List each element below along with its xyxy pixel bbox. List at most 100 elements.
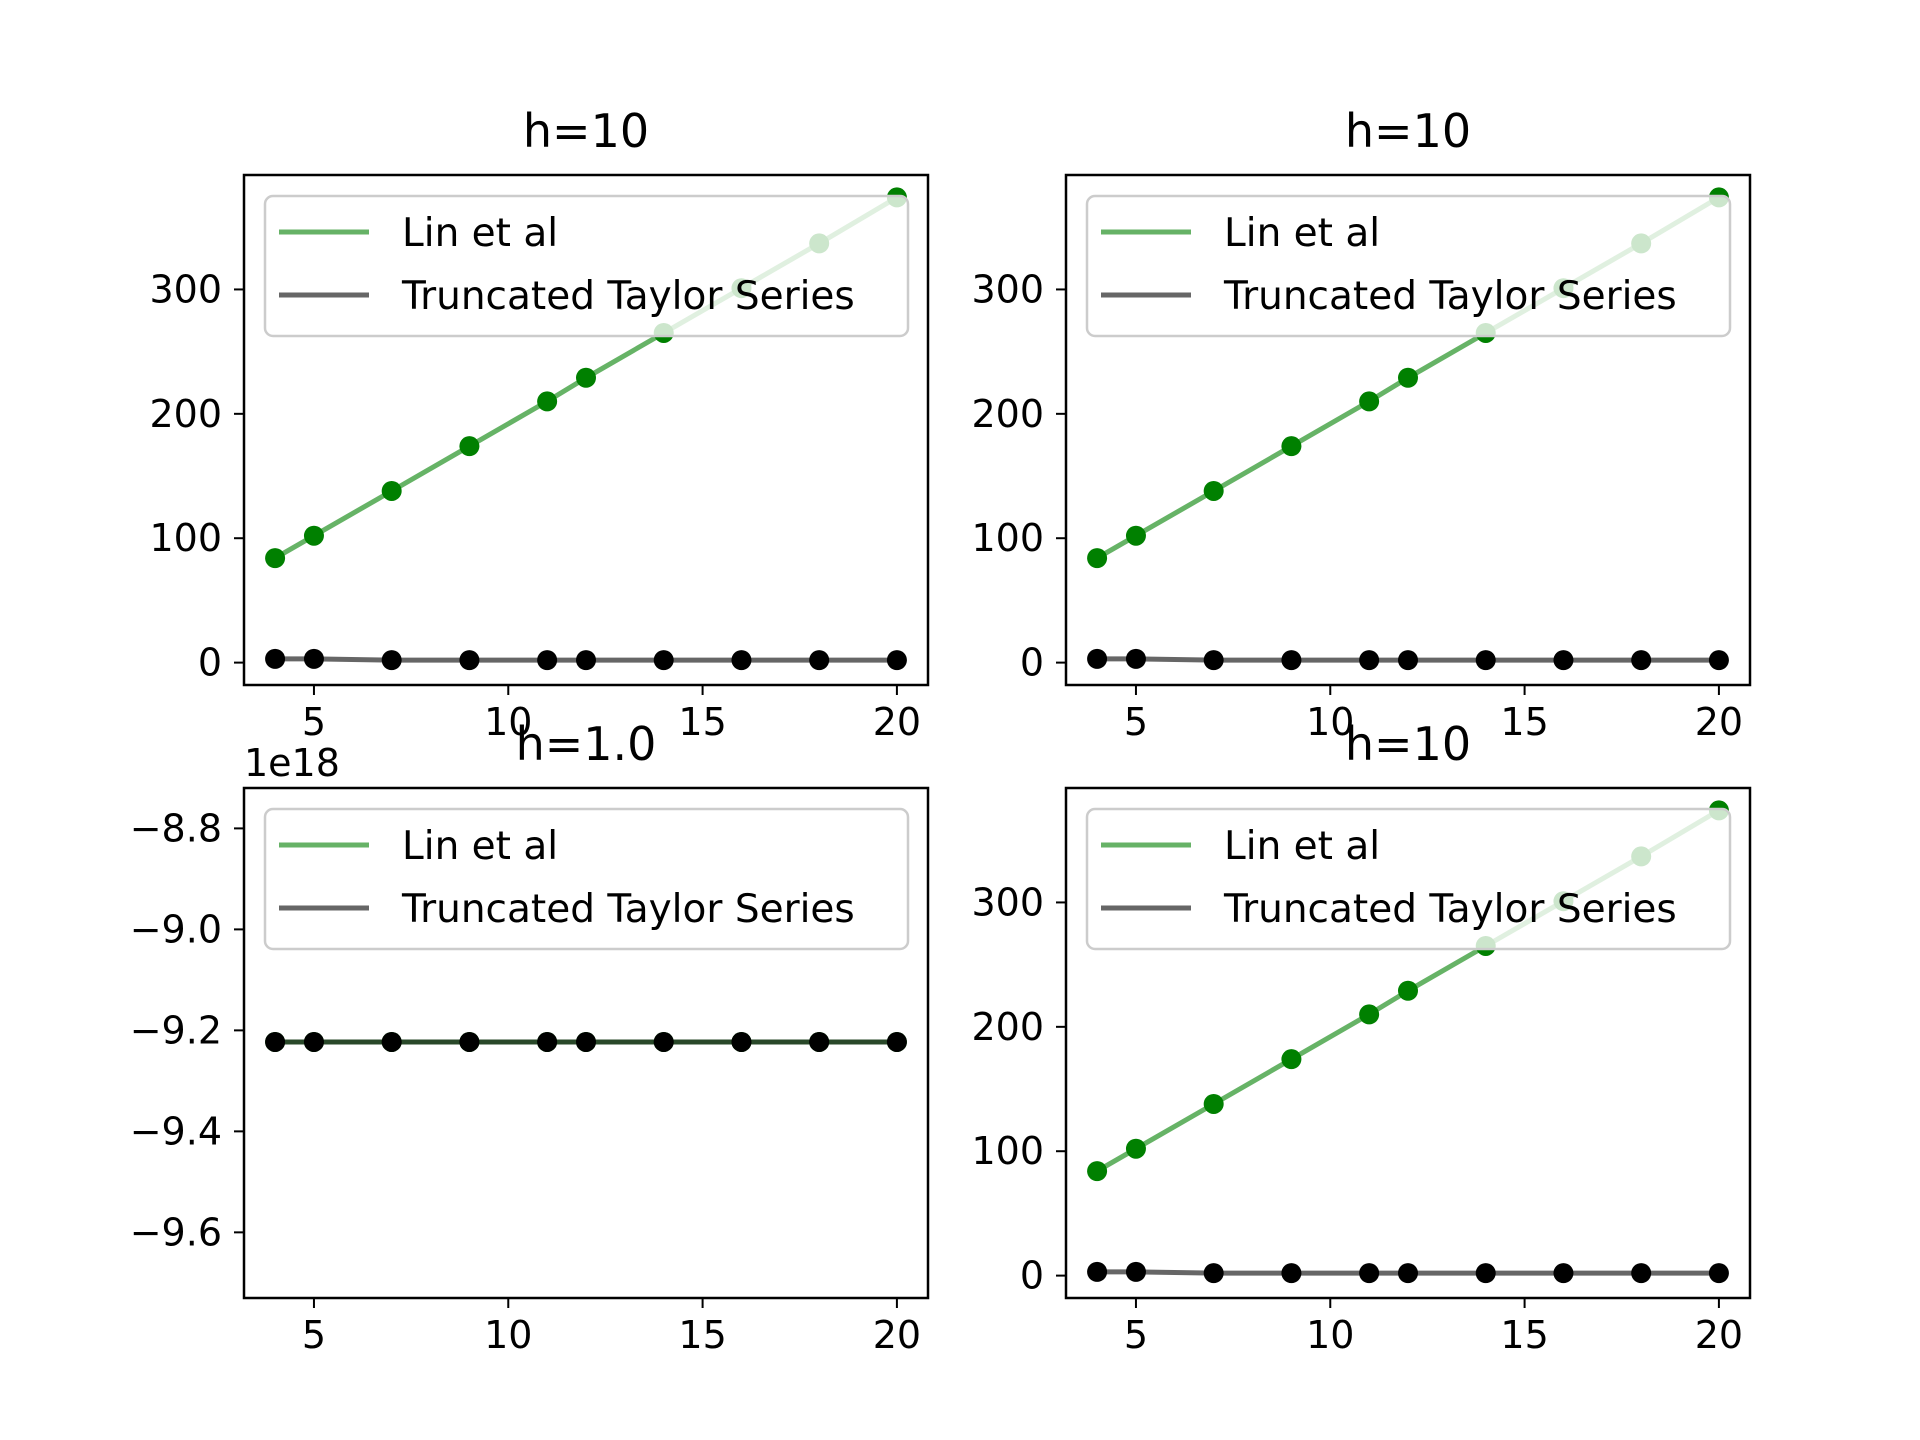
data-point-truncated-taylor-series <box>381 650 402 671</box>
x-tick-label: 5 <box>1124 700 1148 744</box>
data-point-truncated-taylor-series <box>459 1031 480 1052</box>
data-point-truncated-taylor-series <box>459 650 480 671</box>
subplot-4: h=10 Lin et al Truncated Taylor Series 5 10 1… <box>971 717 1752 1357</box>
data-point-truncated-taylor-series <box>1281 1263 1302 1284</box>
data-point-lin-et-al <box>265 548 286 569</box>
data-point-lin-et-al <box>1087 548 1108 569</box>
data-point-truncated-taylor-series <box>731 1031 752 1052</box>
subplot-3: h=1.0 Lin et al Truncated Taylor Series 5 10… <box>130 717 930 1357</box>
x-tick-label: 10 <box>1306 700 1354 744</box>
x-tick-label: 15 <box>678 1313 726 1357</box>
subplot-1: h=10 Lin et al Truncated Taylor Series 5 10 1… <box>149 104 930 744</box>
data-point-truncated-taylor-series <box>886 650 907 671</box>
data-point-truncated-taylor-series <box>1708 650 1729 671</box>
legend-label: Lin et al <box>402 211 558 256</box>
data-point-truncated-taylor-series <box>1087 648 1108 669</box>
x-tick-label: 20 <box>1695 1313 1743 1357</box>
x-tick-label: 20 <box>873 700 921 744</box>
data-point-truncated-taylor-series <box>265 648 286 669</box>
subplot-title: h=10 <box>1345 717 1471 771</box>
series-line-truncated-taylor-series <box>1097 656 1719 663</box>
y-tick-label: 0 <box>198 641 222 685</box>
legend-frame <box>263 194 910 338</box>
data-point-lin-et-al <box>303 525 324 546</box>
y-tick-label: 300 <box>971 880 1044 924</box>
data-point-truncated-taylor-series <box>1631 650 1652 671</box>
y-tick-label: −9.2 <box>130 1008 222 1052</box>
data-point-truncated-taylor-series <box>1553 650 1574 671</box>
y-tick-label: −8.8 <box>130 806 222 850</box>
legend-frame <box>1085 194 1732 338</box>
data-point-truncated-taylor-series <box>1708 1263 1729 1284</box>
data-point-truncated-taylor-series <box>537 1031 558 1052</box>
series-line-truncated-taylor-series <box>1097 1269 1719 1276</box>
y-tick-label: −9.6 <box>130 1210 222 1254</box>
data-point-truncated-taylor-series <box>1203 1263 1224 1284</box>
y-tick-label: 0 <box>1020 641 1044 685</box>
x-tick-label: 20 <box>873 1313 921 1357</box>
x-tick-label: 10 <box>484 1313 532 1357</box>
legend: Lin et al Truncated Taylor Series <box>1085 807 1732 951</box>
data-point-lin-et-al <box>537 391 558 412</box>
y-tick-label: 0 <box>1020 1254 1044 1298</box>
x-tick-label: 15 <box>1500 1313 1548 1357</box>
legend-label: Truncated Taylor Series <box>1223 887 1677 932</box>
legend: Lin et al Truncated Taylor Series <box>1085 194 1732 338</box>
data-point-lin-et-al <box>1398 367 1418 388</box>
data-point-truncated-taylor-series <box>653 1031 674 1052</box>
data-point-lin-et-al <box>1281 436 1302 457</box>
data-point-truncated-taylor-series <box>381 1031 402 1052</box>
subplot-title: h=10 <box>523 104 649 158</box>
data-point-lin-et-al <box>1125 1138 1146 1159</box>
legend-label: Truncated Taylor Series <box>1223 274 1677 319</box>
legend-frame <box>1085 807 1732 951</box>
axes-frame <box>242 173 930 687</box>
data-point-lin-et-al <box>459 436 480 457</box>
data-point-truncated-taylor-series <box>1398 650 1418 671</box>
subplot-title: h=1.0 <box>516 717 657 771</box>
data-point-truncated-taylor-series <box>1281 650 1302 671</box>
data-point-lin-et-al <box>1359 1004 1380 1025</box>
data-point-lin-et-al <box>1359 391 1380 412</box>
axes-frame <box>1064 173 1752 687</box>
y-tick-label: 200 <box>971 392 1044 436</box>
data-point-truncated-taylor-series <box>576 650 596 671</box>
data-point-truncated-taylor-series <box>576 1031 596 1052</box>
series-line-truncated-taylor-series <box>275 656 897 663</box>
data-point-truncated-taylor-series <box>809 650 830 671</box>
data-point-truncated-taylor-series <box>1125 648 1146 669</box>
x-tick-label: 15 <box>678 700 726 744</box>
subplot-2: h=10 Lin et al Truncated Taylor Series 5 10 1… <box>971 104 1752 744</box>
axes-frame <box>242 786 930 1300</box>
legend-label: Truncated Taylor Series <box>401 274 855 319</box>
y-tick-label: 300 <box>971 267 1044 311</box>
legend-label: Lin et al <box>402 824 558 869</box>
data-point-truncated-taylor-series <box>537 650 558 671</box>
legend-frame <box>263 807 910 951</box>
data-point-truncated-taylor-series <box>1359 650 1380 671</box>
data-point-truncated-taylor-series <box>303 1031 324 1052</box>
legend-label: Lin et al <box>1224 211 1380 256</box>
data-point-truncated-taylor-series <box>809 1031 830 1052</box>
data-point-truncated-taylor-series <box>1087 1261 1108 1282</box>
data-point-truncated-taylor-series <box>1125 1261 1146 1282</box>
x-tick-label: 15 <box>1500 700 1548 744</box>
y-tick-label: 200 <box>149 392 222 436</box>
x-tick-label: 5 <box>302 1313 326 1357</box>
y-tick-label: 100 <box>971 1129 1044 1173</box>
x-tick-label: 5 <box>302 700 326 744</box>
y-tick-label: 200 <box>971 1005 1044 1049</box>
data-point-lin-et-al <box>1203 480 1224 501</box>
data-point-lin-et-al <box>1203 1093 1224 1114</box>
data-point-truncated-taylor-series <box>1359 1263 1380 1284</box>
subplot-title: h=10 <box>1345 104 1471 158</box>
data-point-lin-et-al <box>381 480 402 501</box>
data-point-truncated-taylor-series <box>265 1031 286 1052</box>
data-point-lin-et-al <box>1398 980 1418 1001</box>
data-point-lin-et-al <box>1125 525 1146 546</box>
data-point-lin-et-al <box>1087 1161 1108 1182</box>
legend: Lin et al Truncated Taylor Series <box>263 807 910 951</box>
x-tick-label: 10 <box>484 700 532 744</box>
subplot-grid: h=10 Lin et al Truncated Taylor Series 5 10 1… <box>130 104 1752 1357</box>
y-offset-text: 1e18 <box>244 741 340 785</box>
